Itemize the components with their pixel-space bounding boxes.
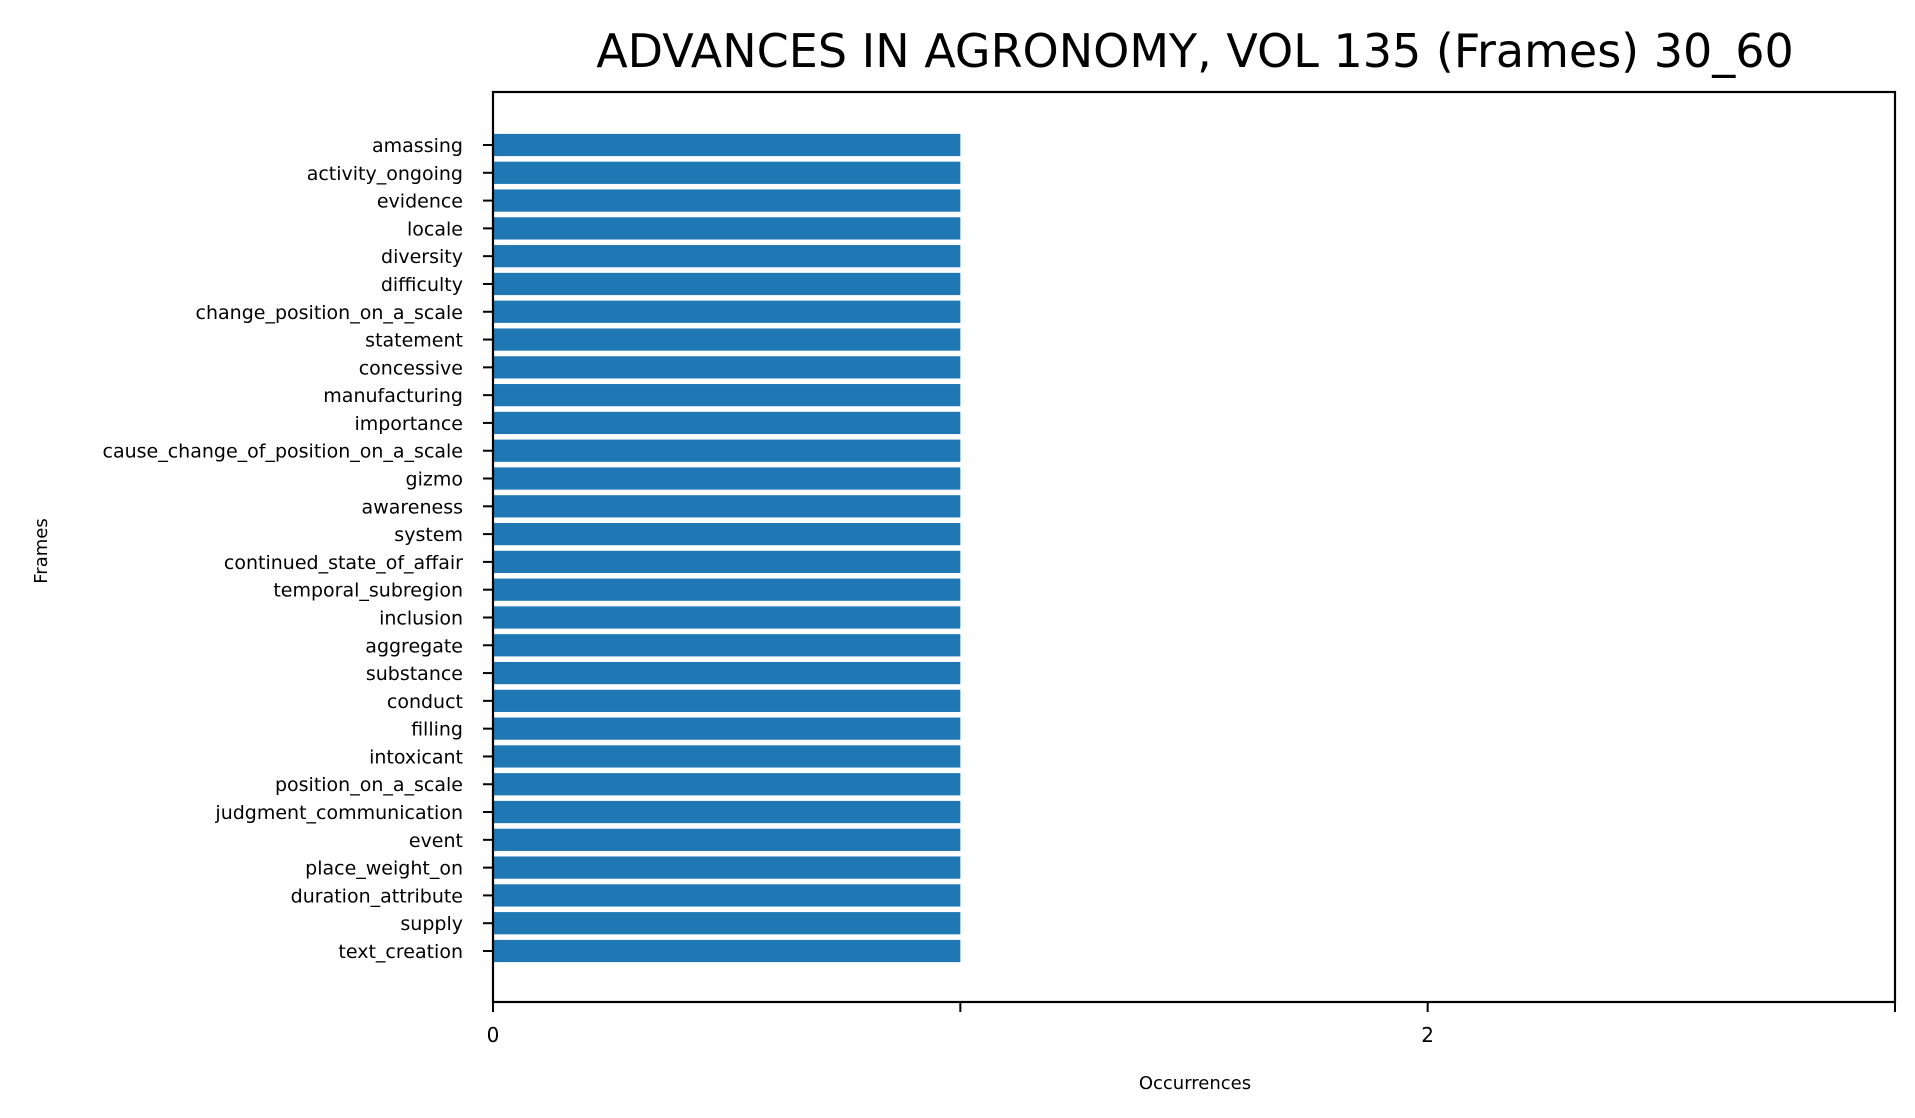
x-tick-label: 2 <box>1421 1023 1434 1047</box>
y-tick-label: locale <box>407 218 463 240</box>
y-tick-label: conduct <box>387 691 463 713</box>
bar-inclusion <box>493 606 961 629</box>
y-tick-label: position_on_a_scale <box>275 774 463 796</box>
bar-temporal_subregion <box>493 578 961 601</box>
y-tick-label: difficulty <box>381 274 463 296</box>
y-tick-label: importance <box>354 413 463 435</box>
x-axis-label: Occurrences <box>1139 1073 1251 1094</box>
bar-difficulty <box>493 272 961 296</box>
y-tick-label: change_position_on_a_scale <box>196 302 463 324</box>
bar-aggregate <box>493 634 961 657</box>
bar-conduct <box>493 689 961 712</box>
bar-manufacturing <box>493 384 961 407</box>
bar-continued_state_of_affair <box>493 550 961 574</box>
bars-group <box>493 133 961 963</box>
plot-area-frame <box>491 90 1897 1004</box>
y-axis-label: Frames <box>31 518 52 583</box>
bar-evidence <box>493 189 961 212</box>
bar-text_creation <box>493 939 961 963</box>
bar-event <box>493 828 961 851</box>
bar-importance <box>493 411 961 435</box>
y-tick-label: filling <box>411 719 463 741</box>
y-tick-label: evidence <box>377 191 463 213</box>
bar-substance <box>493 661 961 685</box>
y-tick-label: statement <box>365 330 463 352</box>
y-tick-label: manufacturing <box>323 385 463 407</box>
y-tick-label: judgment_communication <box>214 802 463 824</box>
y-tick-label: activity_ongoing <box>307 163 463 185</box>
bar-change_position_on_a_scale <box>493 300 961 323</box>
y-tick-label: event <box>409 830 463 852</box>
y-tick-label: aggregate <box>365 635 463 657</box>
y-tick-label: intoxicant <box>369 746 463 768</box>
bar-gizmo <box>493 467 961 490</box>
bar-duration_attribute <box>493 884 961 907</box>
y-tick-label: diversity <box>381 246 463 268</box>
y-axis-ticks: amassing activity_ongoing evidence locale di… <box>103 135 493 963</box>
y-tick-label: gizmo <box>406 469 463 491</box>
bar-awareness <box>493 495 961 518</box>
y-tick-label: awareness <box>362 496 463 518</box>
x-tick-label: 0 <box>487 1023 500 1047</box>
y-tick-label: duration_attribute <box>291 885 463 907</box>
y-tick-label: amassing <box>372 135 463 157</box>
bar-place_weight_on <box>493 856 961 879</box>
y-tick-label: text_creation <box>338 941 463 963</box>
bar-judgment_communication <box>493 800 961 824</box>
y-tick-label: temporal_subregion <box>273 580 463 602</box>
bar-amassing <box>493 133 961 157</box>
bar-activity_ongoing <box>493 161 961 184</box>
bar-statement <box>493 328 961 351</box>
bar-cause_change_of_position_on_a_scale <box>493 439 961 462</box>
bar-diversity <box>493 245 961 268</box>
bar-locale <box>493 217 961 240</box>
y-tick-label: continued_state_of_affair <box>224 552 463 574</box>
bar-position_on_a_scale <box>493 773 961 796</box>
y-tick-label: substance <box>366 663 463 685</box>
y-tick-label: cause_change_of_position_on_a_scale <box>103 441 463 463</box>
bar-system <box>493 522 961 546</box>
bar-intoxicant <box>493 745 961 768</box>
y-tick-label: supply <box>400 913 463 935</box>
y-tick-label: concessive <box>359 357 463 379</box>
y-tick-label: place_weight_on <box>305 858 463 880</box>
bar-filling <box>493 717 961 740</box>
chart-title: ADVANCES IN AGRONOMY, VOL 135 (Frames) 3… <box>596 24 1794 78</box>
bar-concessive <box>493 356 961 379</box>
y-tick-label: system <box>394 524 463 546</box>
y-tick-label: inclusion <box>379 607 463 629</box>
bar-supply <box>493 912 961 935</box>
